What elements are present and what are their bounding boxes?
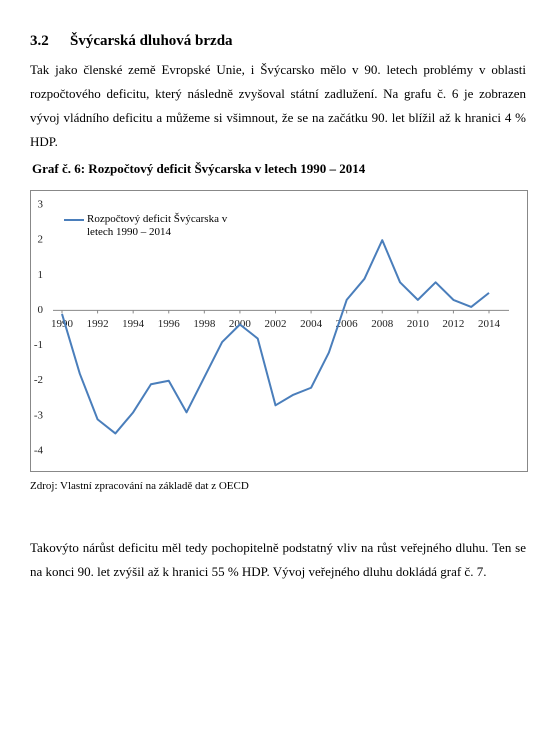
- y-tick-label: -2: [34, 374, 43, 386]
- y-tick-label: 3: [38, 199, 44, 211]
- x-tick-label: 1992: [87, 318, 109, 330]
- legend-label: Rozpočtový deficit Švýcarska v letech 19…: [87, 213, 228, 238]
- section-number: 3.2: [30, 33, 49, 49]
- figure-source: Zdroj: Vlastní zpracování na základě dat…: [30, 480, 249, 492]
- x-tick-label: 2008: [371, 318, 394, 330]
- x-tick-label: 2002: [265, 318, 287, 330]
- y-tick-label: 1: [38, 269, 44, 281]
- x-tick-label: 2010: [407, 318, 430, 330]
- x-tick-label: 2012: [442, 318, 464, 330]
- y-tick-label: 2: [38, 234, 44, 246]
- paragraph: Tak jako členské země Evropské Unie, i Š…: [30, 62, 526, 149]
- x-tick-label: 1990: [51, 318, 74, 330]
- x-tick-label: 1996: [158, 318, 181, 330]
- x-tick-label: 2006: [336, 318, 359, 330]
- x-tick-label: 2004: [300, 318, 323, 330]
- y-tick-label: -4: [34, 445, 44, 457]
- x-tick-label: 1998: [193, 318, 216, 330]
- x-tick-label: 1994: [122, 318, 144, 330]
- section-title: Švýcarská dluhová brzda: [70, 33, 233, 49]
- data-line: [61, 239, 490, 435]
- x-tick-label: 2014: [478, 318, 501, 330]
- y-tick-label: -3: [34, 409, 44, 421]
- chart-title: Graf č. 6: Rozpočtový deficit Švýcarska …: [32, 161, 366, 176]
- y-tick-label: 0: [38, 304, 44, 316]
- chart-frame: -4 -3 -2 -1 0 1 2 3 1990 1992 1994 1996 1998 2000 2002…: [30, 190, 528, 472]
- paragraph: Takovýto nárůst deficitu měl tedy pochop…: [30, 540, 526, 579]
- y-tick-label: -1: [34, 339, 43, 351]
